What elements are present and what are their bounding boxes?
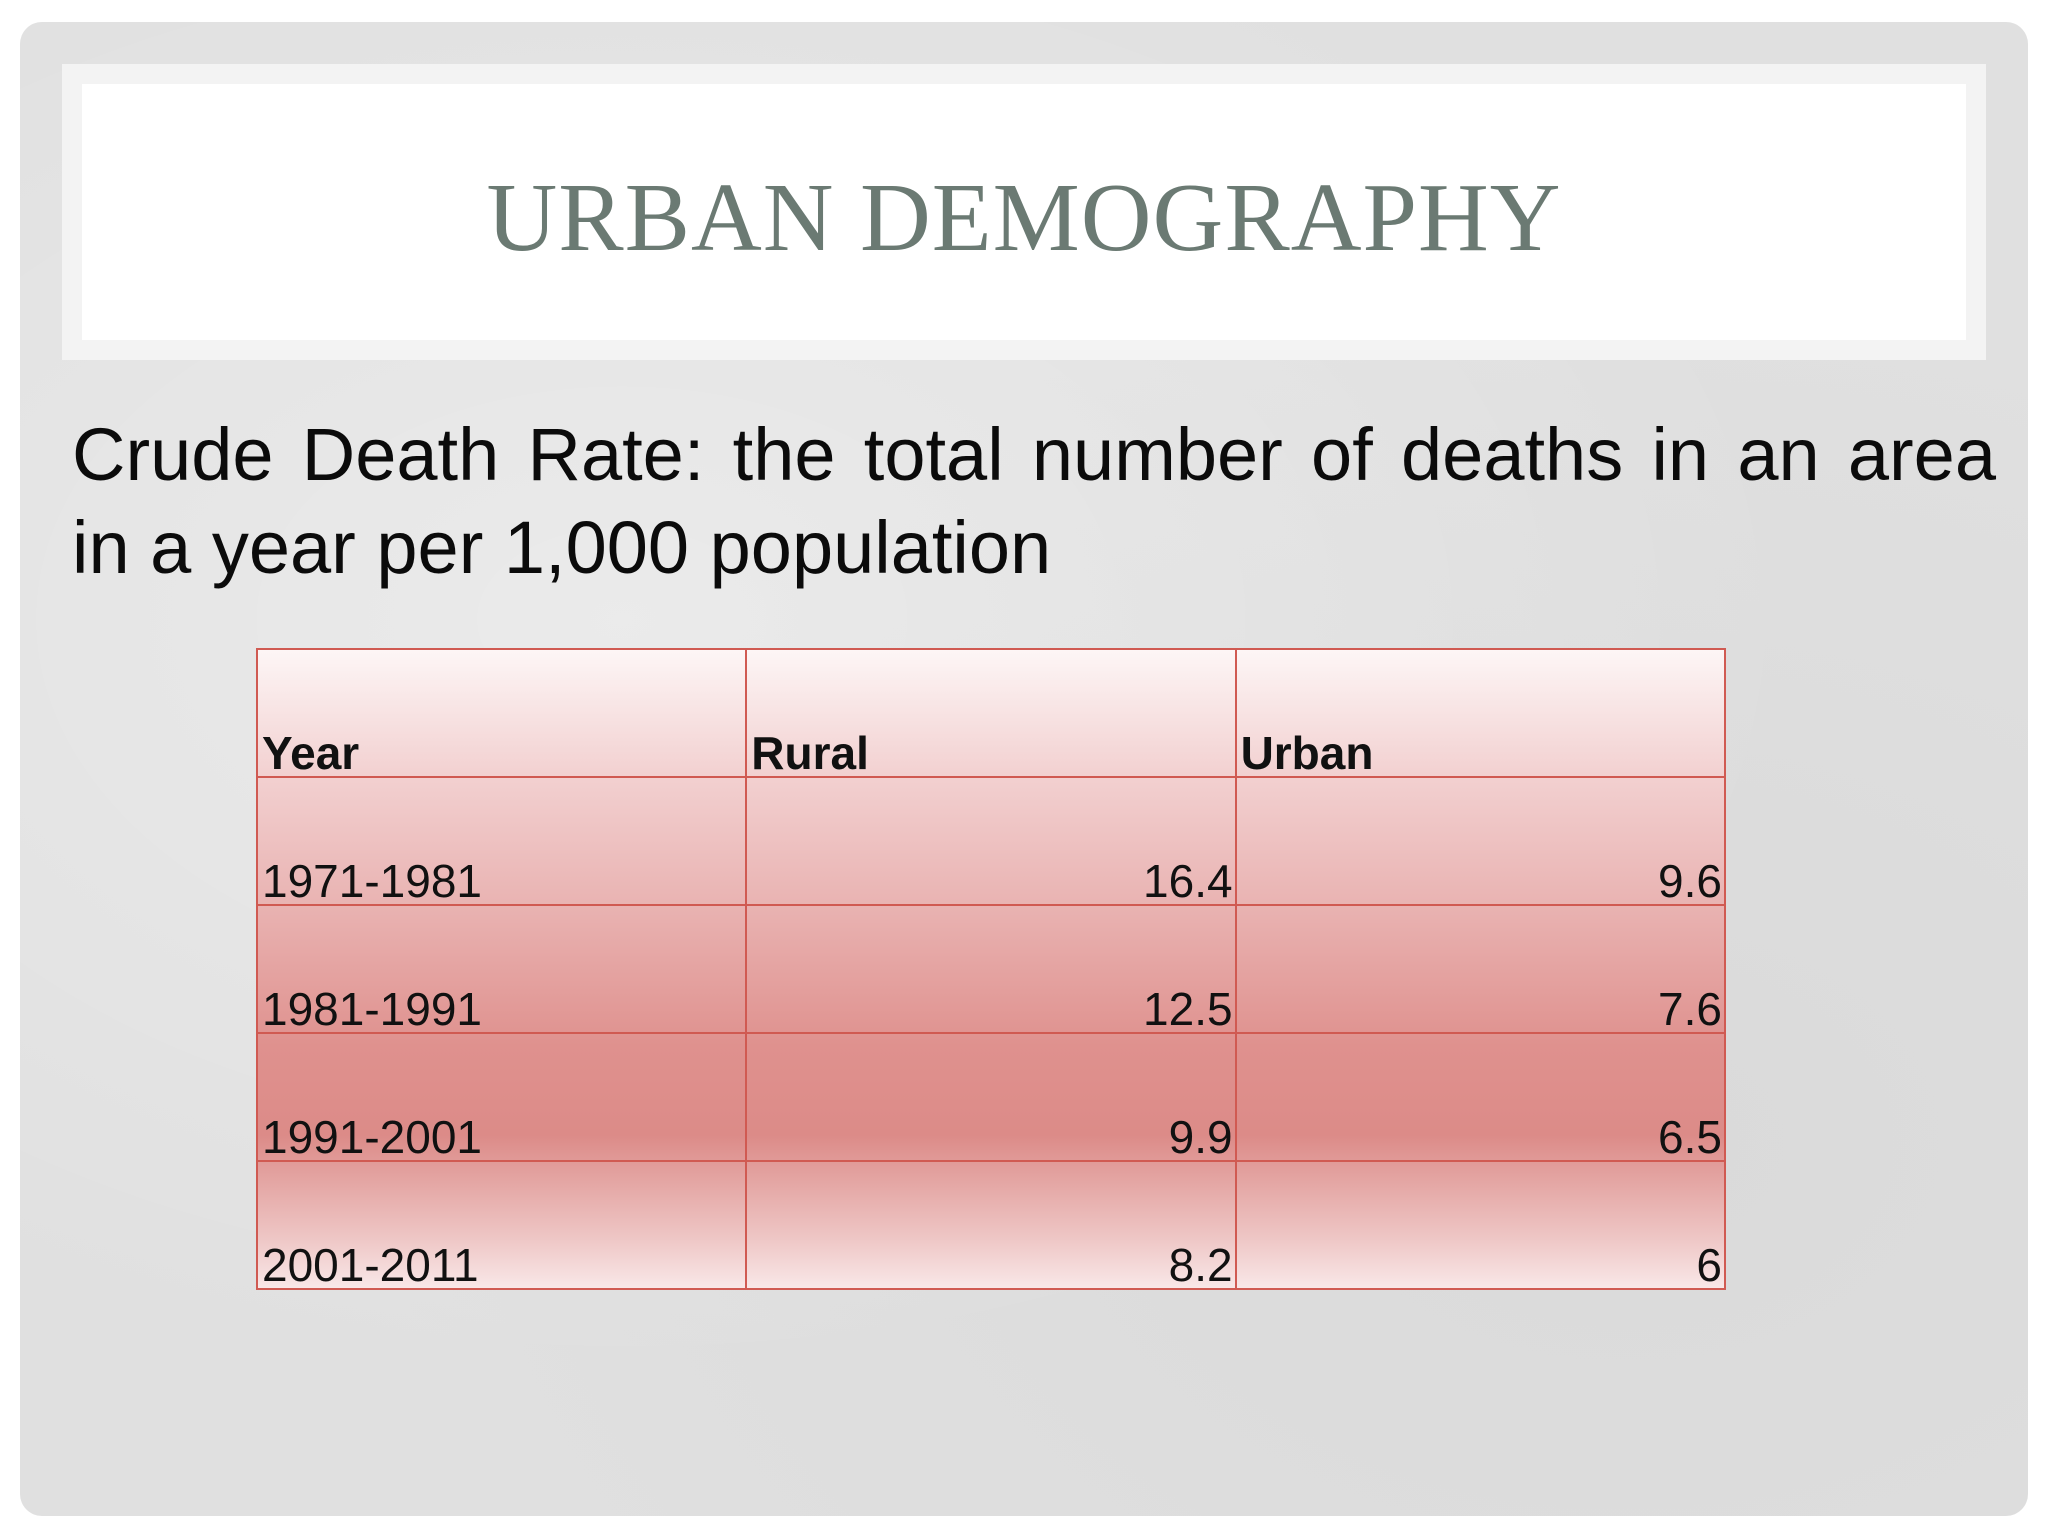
urban-cell: 6: [1234, 1160, 1727, 1290]
table-row: 2001-2011 8.2 6: [255, 1160, 1727, 1290]
rural-cell: 12.5: [745, 904, 1237, 1034]
header-cell-urban: Urban: [1234, 648, 1727, 778]
table-row: 1981-1991 12.5 7.6: [255, 904, 1727, 1034]
title-box: URBAN DEMOGRAPHY: [82, 84, 1966, 340]
urban-cell: 9.6: [1234, 776, 1727, 906]
rural-cell: 16.4: [745, 776, 1237, 906]
urban-cell: 7.6: [1234, 904, 1727, 1034]
year-cell: 2001-2011: [255, 1160, 748, 1290]
death-rate-table: Year Rural Urban 1971-1981 16.4 9.6 1981…: [255, 648, 1727, 1290]
header-cell-year: Year: [255, 648, 748, 778]
urban-cell: 6.5: [1234, 1032, 1727, 1162]
title-frame: URBAN DEMOGRAPHY: [62, 64, 1986, 360]
table-row: 1971-1981 16.4 9.6: [255, 776, 1727, 906]
slide: URBAN DEMOGRAPHY Crude Death Rate: the t…: [20, 22, 2028, 1516]
rural-cell: 8.2: [745, 1160, 1237, 1290]
slide-title: URBAN DEMOGRAPHY: [486, 164, 1562, 272]
rural-cell: 9.9: [745, 1032, 1237, 1162]
table-row: 1991-2001 9.9 6.5: [255, 1032, 1727, 1162]
slide-body-text: Crude Death Rate: the total number of de…: [72, 413, 1996, 589]
year-cell: 1981-1991: [255, 904, 748, 1034]
year-cell: 1991-2001: [255, 1032, 748, 1162]
table-header-row: Year Rural Urban: [255, 648, 1727, 778]
year-cell: 1971-1981: [255, 776, 748, 906]
header-cell-rural: Rural: [745, 648, 1237, 778]
